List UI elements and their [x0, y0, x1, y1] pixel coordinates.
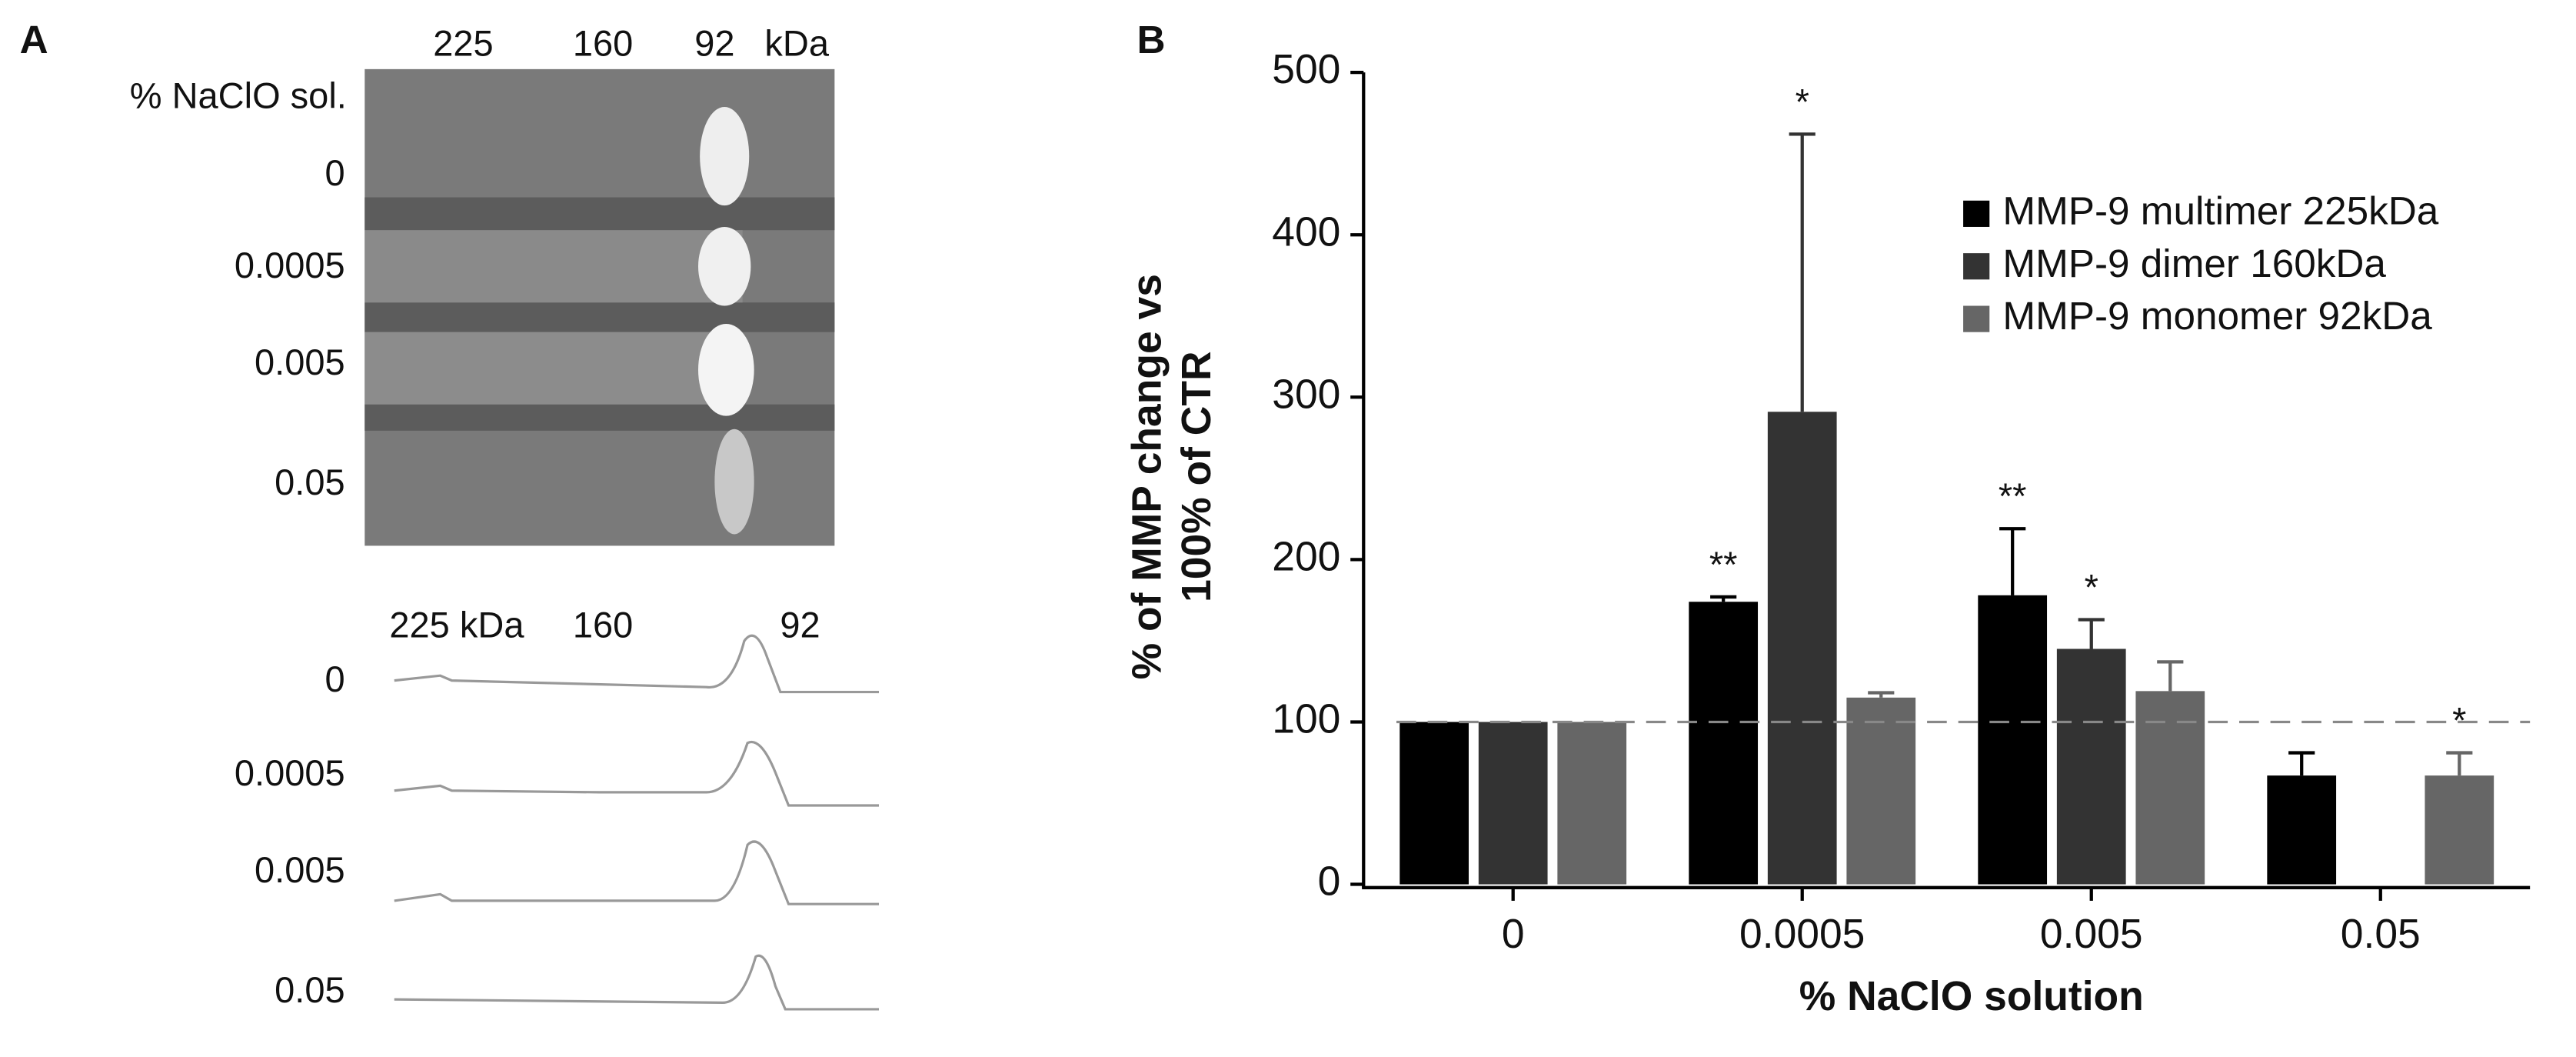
bar	[1478, 722, 1548, 885]
trace-row: 0.005	[255, 849, 345, 890]
bar	[1846, 697, 1916, 885]
gel-row-title: % NaClO sol.	[130, 75, 347, 116]
y-tick-label: 0	[1318, 859, 1341, 905]
legend-swatch	[1963, 305, 1990, 332]
bar	[1978, 595, 2048, 885]
gel-band	[698, 324, 754, 416]
bar	[2267, 775, 2337, 885]
gel-row: 0.005	[255, 342, 345, 382]
legend-label: MMP-9 dimer 160kDa	[2002, 242, 2386, 285]
y-tick-label: 100	[1272, 697, 1340, 742]
y-tick-label: 200	[1272, 534, 1340, 579]
error-bar	[1710, 595, 1737, 602]
legend-swatch	[1963, 253, 1990, 280]
significance: *	[2452, 700, 2466, 741]
trace	[394, 740, 880, 807]
bar	[2135, 691, 2205, 885]
x-tick-label: 0.05	[2341, 912, 2421, 957]
panel-label: A	[20, 18, 48, 62]
gel-band	[698, 226, 751, 306]
gel-lane	[364, 230, 743, 303]
y-tick-label: 500	[1272, 47, 1340, 92]
legend-label: MMP-9 multimer 225kDa	[2002, 188, 2438, 232]
trace-marker: 225 kDa	[389, 605, 524, 645]
error-bar	[1999, 527, 2026, 595]
legend-swatch	[1963, 200, 1990, 227]
x-tick-label: 0.005	[2040, 912, 2143, 957]
trace-marker: 160	[573, 605, 633, 645]
bar	[1689, 602, 1759, 885]
legend-label: MMP-9 monomer 92kDa	[2002, 294, 2432, 338]
gel-band	[714, 428, 754, 535]
y-tick-label: 300	[1272, 372, 1340, 417]
x-axis-title: % NaClO solution	[1799, 974, 2144, 1019]
trace-row: 0.0005	[235, 752, 345, 793]
y-axis-title-line: 100% of CTR	[1174, 351, 1220, 602]
gel-row: 0	[325, 152, 345, 193]
gel-gap	[364, 302, 835, 332]
error-bar	[1789, 132, 1816, 412]
gel-marker: 225	[433, 22, 493, 63]
bar	[2056, 649, 2126, 885]
significance: **	[1709, 544, 1738, 585]
significance: *	[1796, 81, 1809, 122]
bar	[1557, 722, 1627, 885]
error-bar	[2446, 751, 2473, 776]
error-bar	[2157, 660, 2184, 692]
gel-gap	[364, 197, 835, 231]
significance: **	[1999, 475, 2027, 516]
x-tick-label: 0	[1502, 912, 1525, 957]
gel-row: 0.0005	[235, 245, 345, 285]
trace-row: 0	[325, 659, 345, 699]
gel-unit: kDa	[764, 22, 829, 63]
error-bar	[2288, 751, 2315, 776]
significance: *	[2085, 566, 2098, 607]
trace-marker: 92	[780, 605, 820, 645]
gel-marker: 160	[573, 22, 633, 63]
trace	[394, 634, 880, 694]
bar	[1767, 412, 1837, 885]
panel-label: B	[1137, 18, 1165, 62]
bar	[2425, 775, 2494, 885]
trace-row: 0.05	[275, 969, 344, 1010]
gel-band	[700, 106, 750, 206]
y-tick-label: 400	[1272, 209, 1340, 255]
gel-lane	[364, 332, 743, 405]
trace	[394, 954, 880, 1011]
bar	[1399, 722, 1469, 885]
y-axis-title-line: % of MMP change vs	[1125, 274, 1170, 679]
traces	[394, 634, 880, 1011]
error-bar	[2078, 618, 2105, 649]
gel-row: 0.05	[275, 462, 344, 502]
x-tick-label: 0.0005	[1739, 912, 1865, 957]
gel-gap	[364, 404, 835, 431]
gel-marker: 92	[694, 22, 734, 63]
error-bar	[1868, 691, 1895, 698]
trace	[394, 840, 880, 905]
y-axis-title: % of MMP change vs 100% of CTR	[1125, 274, 1220, 679]
